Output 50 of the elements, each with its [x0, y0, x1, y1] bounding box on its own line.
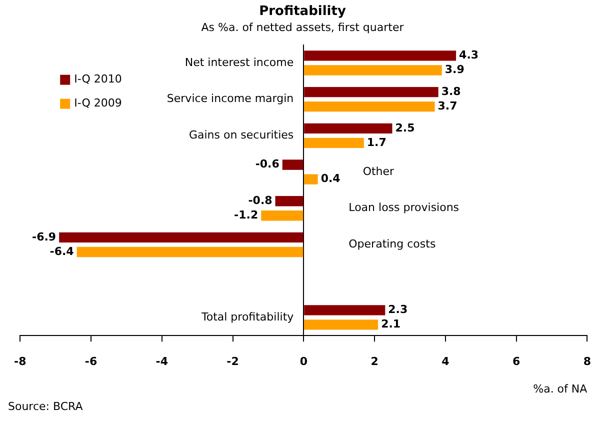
data-label: 4.3	[459, 48, 479, 62]
bar	[304, 174, 318, 184]
y-tick-label: Other	[362, 164, 395, 178]
data-label: 3.8	[441, 84, 461, 98]
x-tick-label: -2	[226, 355, 239, 368]
x-tick-label: 8	[583, 355, 591, 368]
y-tick-label: Net interest income	[184, 56, 294, 69]
chart-title: Profitability	[259, 4, 346, 20]
x-tick-label: -8	[14, 355, 26, 368]
data-label: -6.9	[32, 230, 56, 244]
data-label: 3.9	[444, 63, 464, 76]
data-label: 2.5	[395, 121, 415, 134]
data-label: -0.8	[248, 194, 272, 207]
bar	[275, 196, 304, 206]
bar	[261, 210, 304, 221]
legend-label: I-Q 2009	[74, 96, 122, 110]
bar	[59, 232, 304, 243]
bar	[282, 160, 304, 170]
bar	[304, 50, 456, 61]
y-tick-label: Gains on securities	[188, 128, 294, 142]
bar	[304, 86, 438, 98]
bar	[76, 246, 304, 258]
y-tick-label: Service income margin	[166, 92, 294, 106]
x-tick-label: 4	[442, 355, 450, 368]
data-label: 0.4	[320, 172, 341, 186]
data-label: 3.7	[438, 99, 458, 112]
bar	[304, 65, 442, 76]
x-tick-label: 2	[370, 355, 378, 368]
y-tick-label: Operating costs	[348, 238, 436, 251]
x-axis-title: %a. of NA	[533, 382, 588, 396]
data-label: 1.7	[366, 136, 386, 149]
data-label: 2.3	[388, 303, 408, 316]
x-tick-label: 6	[512, 355, 520, 368]
data-label: 2.1	[381, 318, 401, 331]
y-tick-label: Loan loss provisions	[348, 201, 460, 214]
x-tick-label: -6	[84, 355, 98, 368]
data-label: -6.4	[50, 244, 74, 258]
y-tick-label: Total profitability	[200, 310, 294, 324]
legend-label: I-Q 2010	[74, 72, 122, 86]
bar	[304, 305, 386, 316]
data-label: -0.6	[255, 158, 280, 171]
bar	[304, 102, 435, 112]
x-tick-label: -4	[156, 355, 168, 368]
bar	[304, 138, 364, 148]
bar	[304, 320, 378, 330]
chart-subtitle: As %a. of netted assets, first quarter	[201, 21, 404, 34]
x-tick-label: 0	[300, 355, 308, 368]
data-label: -1.2	[234, 208, 258, 222]
source-note: Source: BCRA	[8, 400, 84, 413]
bar	[304, 123, 392, 134]
